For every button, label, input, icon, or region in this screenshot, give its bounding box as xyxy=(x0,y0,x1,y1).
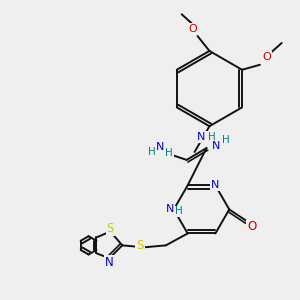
Text: H: H xyxy=(175,206,183,216)
Text: N: N xyxy=(156,142,164,152)
Text: N: N xyxy=(211,180,220,190)
Text: S: S xyxy=(107,222,114,235)
Text: H: H xyxy=(148,147,156,157)
Text: O: O xyxy=(248,220,257,233)
Text: N: N xyxy=(105,256,114,269)
Text: N: N xyxy=(197,132,206,142)
Text: N: N xyxy=(212,141,220,151)
Text: H: H xyxy=(208,132,215,142)
Text: N: N xyxy=(166,204,174,214)
Text: O: O xyxy=(262,52,271,62)
Text: H: H xyxy=(165,148,173,158)
Text: H: H xyxy=(222,135,230,145)
Text: O: O xyxy=(188,24,197,34)
Text: S: S xyxy=(136,239,144,252)
